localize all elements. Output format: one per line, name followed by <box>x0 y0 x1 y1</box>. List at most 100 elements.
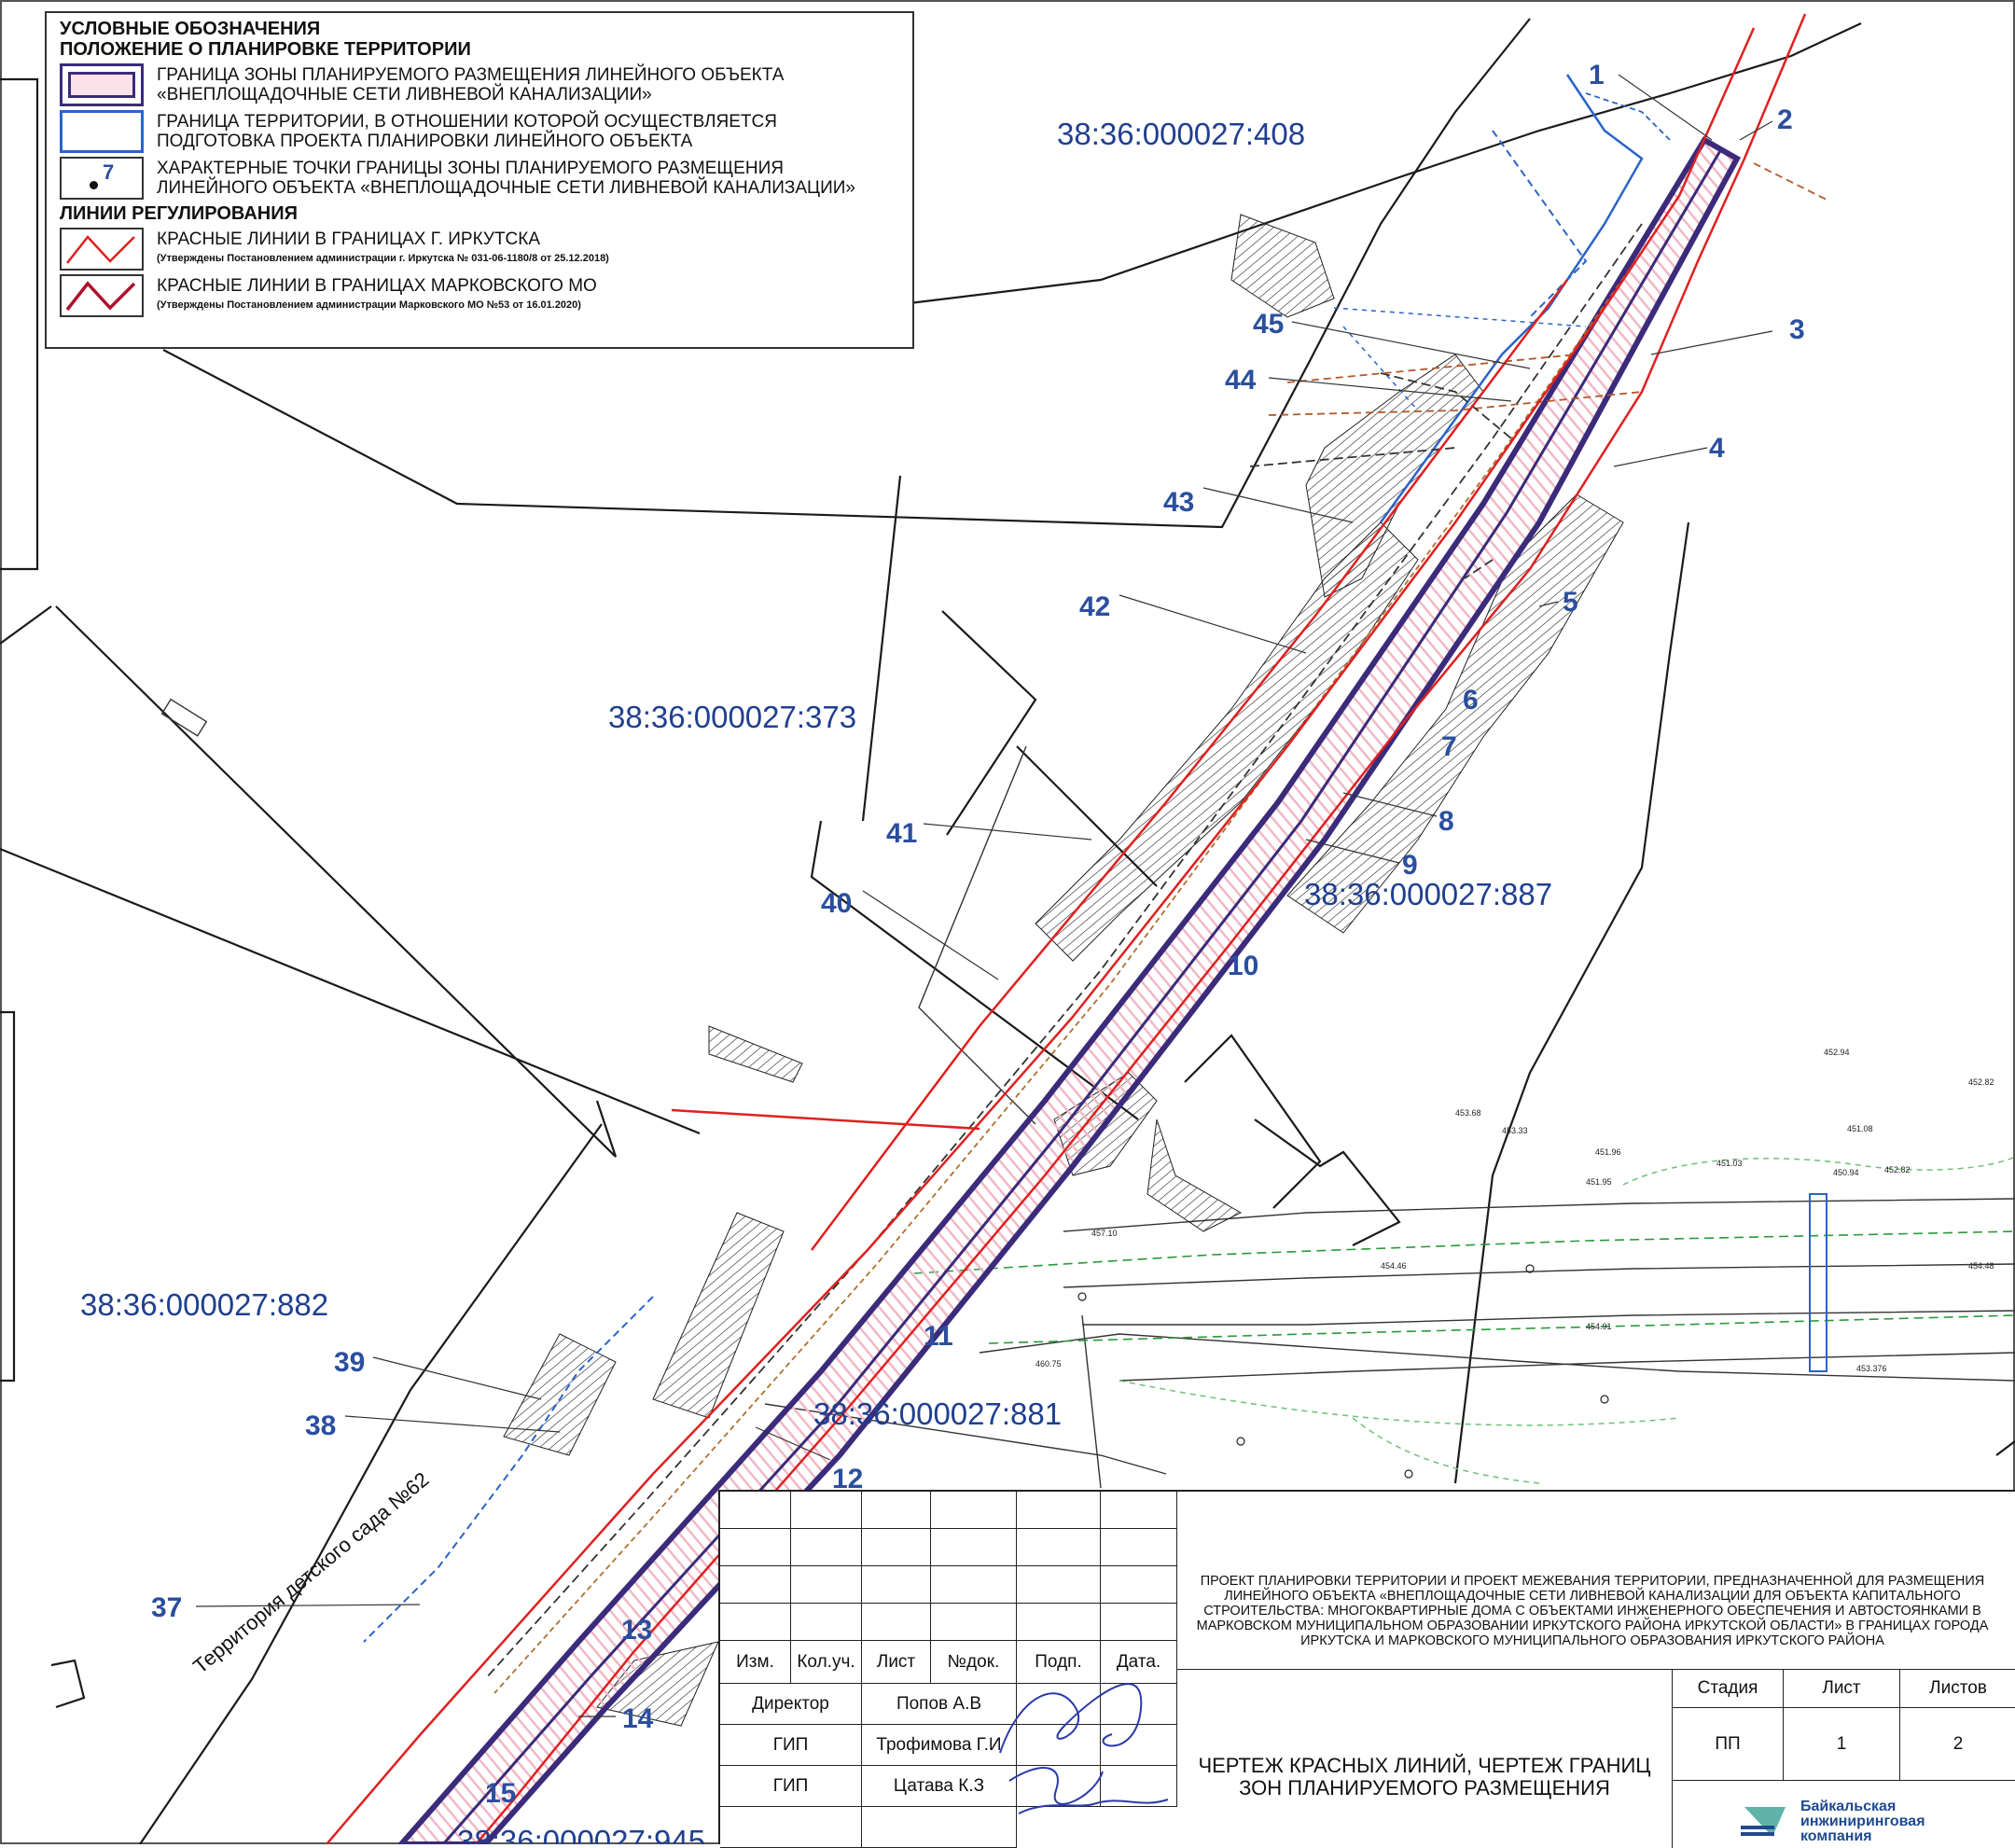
legend-title: УСЛОВНЫЕ ОБОЗНАЧЕНИЯ <box>60 19 321 39</box>
parcel-label: 38:36:000027:373 <box>608 700 856 734</box>
stamp-signature <box>1017 1725 1101 1766</box>
stamp-date <box>1101 1725 1177 1766</box>
point-label: 1 <box>1589 60 1605 90</box>
sheet-header: Лист <box>1784 1669 1900 1708</box>
svg-text:451.95: 451.95 <box>1586 1177 1612 1187</box>
stamp-divider <box>1672 1781 1674 1848</box>
company-name-line: компания <box>1800 1828 1872 1844</box>
parcel-label: 38:36:000027:881 <box>813 1396 1062 1431</box>
sheets-header: Листов <box>1900 1669 2015 1708</box>
legend-item-territory: ГРАНИЦА ТЕРРИТОРИИ, В ОТНОШЕНИИ КОТОРОЙ … <box>60 110 899 153</box>
point-label: 41 <box>886 818 917 849</box>
signature-marks <box>999 1683 1169 1814</box>
stamp-cell <box>1101 1529 1177 1566</box>
point-label: 11 <box>924 1321 953 1352</box>
parcel-label: 38:36:000027:887 <box>1304 877 1552 911</box>
stage-header: Стадия <box>1672 1669 1784 1708</box>
parcel-label: 38:36:000027:408 <box>1057 117 1305 151</box>
legend-section-title: ЛИНИИ РЕГУЛИРОВАНИЯ <box>60 203 298 224</box>
svg-text:452.82: 452.82 <box>1968 1077 1994 1087</box>
company-logo-icon <box>1741 1807 1786 1837</box>
point-label: 10 <box>1228 951 1258 981</box>
stamp-header: Кол.уч. <box>791 1641 862 1684</box>
stamp-cell <box>720 1807 862 1848</box>
slope-hatching <box>503 214 1624 1727</box>
red-lines <box>326 13 1807 1844</box>
stamp-cell <box>791 1566 862 1604</box>
point-label: 14 <box>622 1703 654 1734</box>
point-labels: 1 2 3 4 5 6 7 8 9 10 11 12 13 14 15 37 3… <box>151 60 1805 1809</box>
legend-item-red-irkutsk: КРАСНЫЕ ЛИНИИ В ГРАНИЦАХ Г. ИРКУТСКА (Ут… <box>60 228 899 271</box>
utility-lines <box>484 92 1829 1694</box>
legend-panel: УСЛОВНЫЕ ОБОЗНАЧЕНИЯ ПОЛОЖЕНИЕ О ПЛАНИРО… <box>45 11 914 349</box>
stamp-header: №док. <box>931 1641 1017 1684</box>
point-label: 6 <box>1463 685 1479 716</box>
point-label: 5 <box>1563 587 1578 618</box>
legend-item-text: КРАСНЫЕ ЛИНИИ В ГРАНИЦАХ МАРКОВСКОГО МО <box>157 276 597 296</box>
stamp-cell <box>931 1492 1017 1529</box>
parcel-label: 38:36:000027:945 <box>457 1824 705 1844</box>
point-label: 43 <box>1163 487 1194 518</box>
cadastral-boundaries <box>0 18 2015 1844</box>
stamp-cell <box>1101 1492 1177 1529</box>
legend-item-text: ГРАНИЦА ЗОНЫ ПЛАНИРУЕМОГО РАЗМЕЩЕНИЯ ЛИН… <box>157 65 785 85</box>
svg-text:460.75: 460.75 <box>1035 1359 1062 1369</box>
stamp-cell <box>862 1566 931 1604</box>
company-name-line: инжиниринговая <box>1800 1813 1925 1829</box>
legend-item-text: ГРАНИЦА ТЕРРИТОРИИ, В ОТНОШЕНИИ КОТОРОЙ … <box>157 112 777 132</box>
contour-lines <box>1119 1156 2015 1484</box>
point-label: 44 <box>1225 365 1257 396</box>
road-bands <box>913 1193 2015 1382</box>
sheet-title: ЧЕРТЕЖ КРАСНЫХ ЛИНИЙ, ЧЕРТЕЖ ГРАНИЦ ЗОН … <box>1198 1754 1651 1799</box>
point-symbol: 7 <box>60 157 144 200</box>
company-logo: Байкальская инжиниринговая компания <box>1737 1799 1925 1844</box>
svg-text:452.94: 452.94 <box>1824 1048 1850 1057</box>
stamp-cell <box>791 1492 862 1529</box>
stage-value: ПП <box>1672 1708 1784 1781</box>
stamp-header: Подп. <box>1017 1641 1101 1684</box>
legend-item-text: КРАСНЫЕ ЛИНИИ В ГРАНИЦАХ Г. ИРКУТСКА <box>157 229 541 249</box>
territory-border <box>1379 74 1644 523</box>
point-label: 3 <box>1789 314 1805 345</box>
legend-item-points: 7 ХАРАКТЕРНЫЕ ТОЧКИ ГРАНИЦЫ ЗОНЫ ПЛАНИРУ… <box>60 157 899 200</box>
svg-text:452.82: 452.82 <box>1884 1165 1911 1174</box>
stamp-cell <box>791 1529 862 1566</box>
svg-text:451.96: 451.96 <box>1595 1147 1621 1157</box>
point-label: 40 <box>821 888 852 919</box>
legend-item-text: «ВНЕПЛОЩАДОЧНЫЕ СЕТИ ЛИВНЕВОЙ КАНАЛИЗАЦИ… <box>157 85 652 104</box>
stamp-cell <box>720 1566 791 1604</box>
point-symbol-label: 7 <box>103 160 115 184</box>
stamp-header: Дата. <box>1101 1641 1177 1684</box>
red-line-markovo-symbol <box>60 274 144 317</box>
stamp-role: ГИП <box>720 1766 862 1807</box>
stamp-date <box>1101 1684 1177 1725</box>
point-label: 8 <box>1438 806 1454 837</box>
territory-border-symbol <box>60 110 144 153</box>
svg-text:454.48: 454.48 <box>1968 1261 1994 1271</box>
legend-subtitle: ПОЛОЖЕНИЕ О ПЛАНИРОВКЕ ТЕРРИТОРИИ <box>60 39 471 60</box>
zone-border-symbol <box>60 63 144 106</box>
map-symbols <box>1077 1264 1609 1479</box>
stamp-name: Трофимова Г.И <box>862 1725 1017 1766</box>
stamp-cell <box>931 1566 1017 1604</box>
garden-label: Территория детского сада №62 <box>188 1467 433 1678</box>
point-label: 38 <box>305 1410 336 1441</box>
stamp-signature <box>1017 1684 1101 1725</box>
stamp-signature <box>1017 1766 1101 1807</box>
point-label: 9 <box>1402 850 1418 881</box>
legend-item-text: ЛИНЕЙНОГО ОБЪЕКТА «ВНЕПЛОЩАДОЧНЫЕ СЕТИ Л… <box>157 178 855 198</box>
stamp-cell <box>1017 1566 1101 1604</box>
stamp-divider <box>1177 1669 1672 1671</box>
point-label: 4 <box>1709 433 1725 464</box>
stamp-cell <box>720 1492 791 1529</box>
stamp-name: Цатава К.З <box>862 1766 1017 1807</box>
svg-text:451.03: 451.03 <box>1716 1159 1743 1168</box>
point-label: 45 <box>1253 309 1284 340</box>
stamp-cell <box>862 1492 931 1529</box>
elevation-marks: 452.94 452.82 453.68 453.33 451.96 451.9… <box>1035 1048 1994 1373</box>
sheet-value: 1 <box>1784 1708 1900 1781</box>
stamp-role: Директор <box>720 1684 862 1725</box>
point-label: 13 <box>621 1615 652 1646</box>
point-label: 37 <box>151 1592 182 1623</box>
